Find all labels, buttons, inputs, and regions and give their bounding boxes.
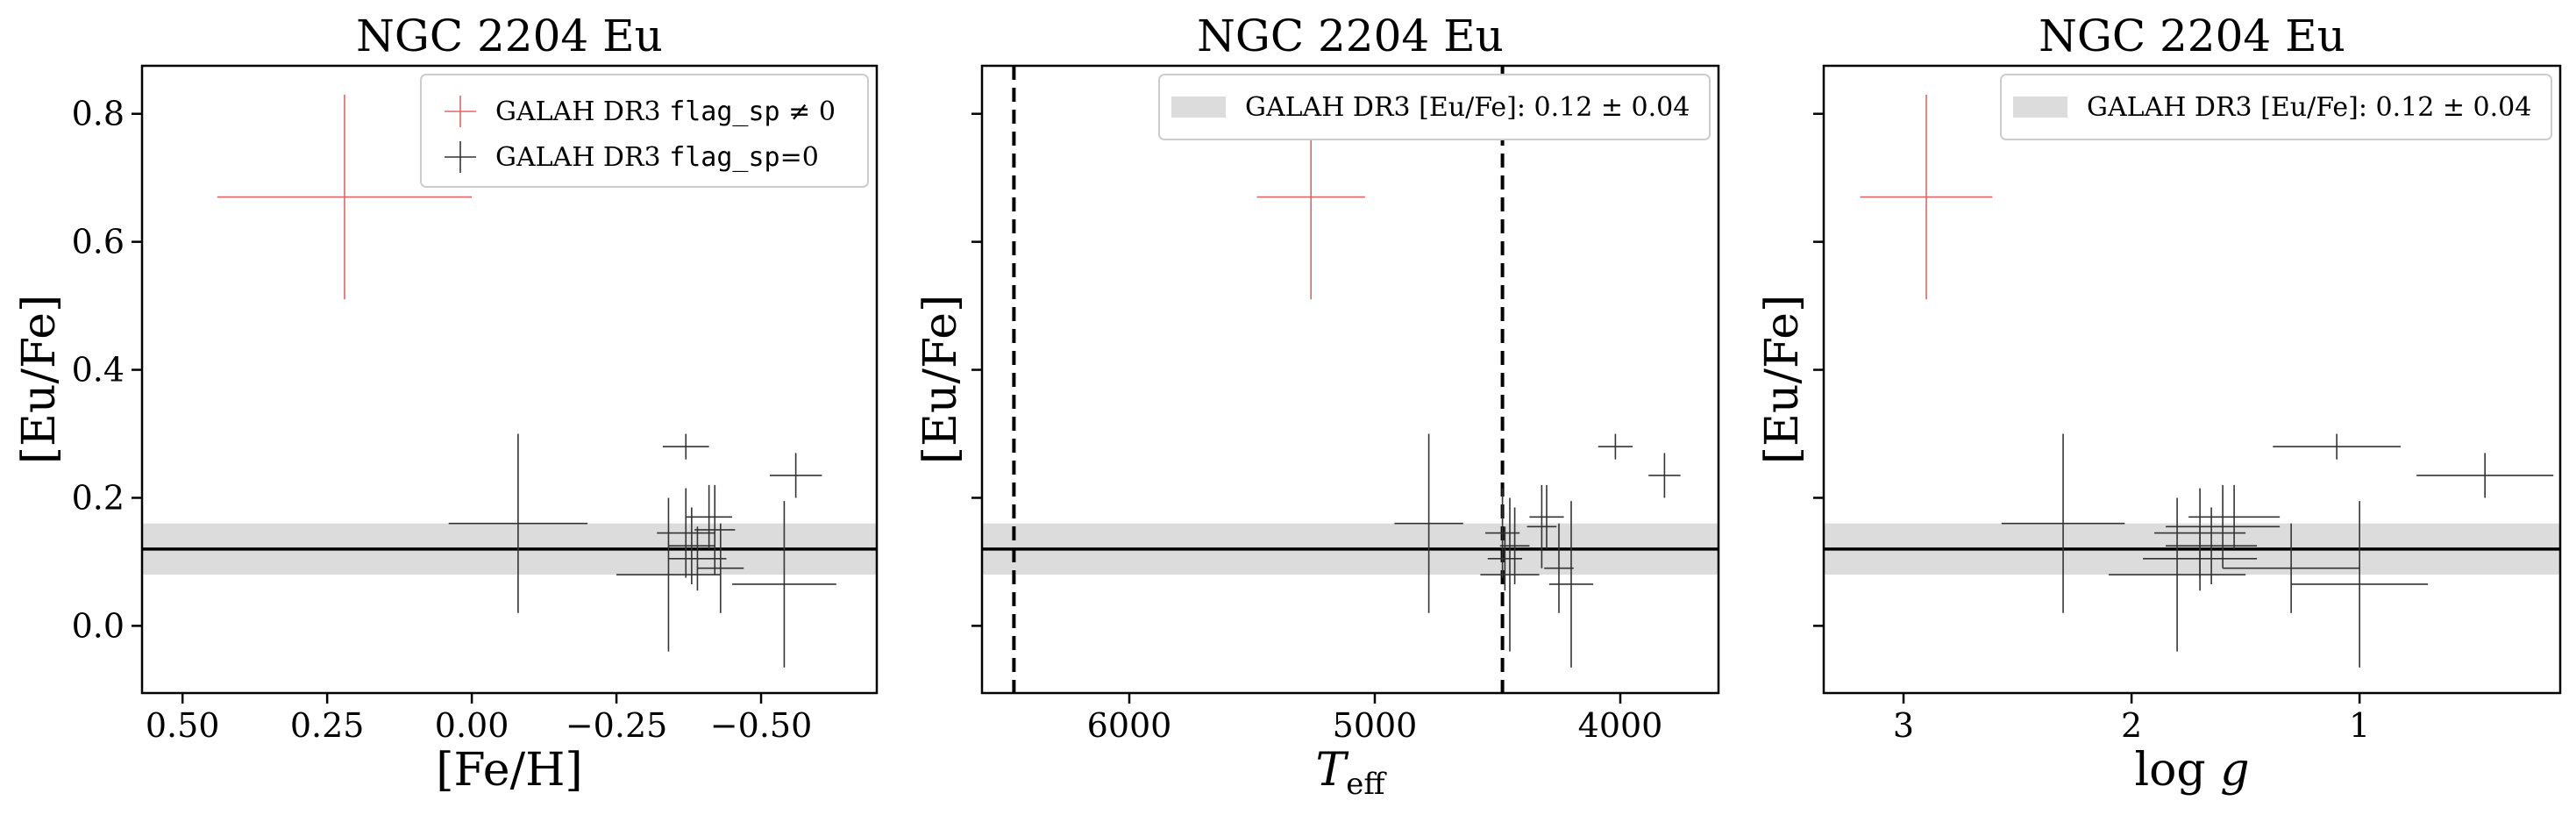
legend-entry: GALAH DR3 [Eu/Fe]: 0.12 ± 0.04: [2087, 92, 2531, 123]
data-point: [769, 453, 822, 498]
data-point: [668, 507, 715, 584]
data-point: [1526, 484, 1557, 568]
x-tick-label: 4000: [1578, 706, 1663, 745]
chart-title: NGC 2204 Eu: [2039, 11, 2345, 61]
x-tick-label: 5000: [1333, 706, 1418, 745]
data-point: [686, 484, 733, 549]
legend-box: [2000, 74, 2552, 140]
legend-band-swatch: [1171, 96, 1226, 118]
axes-frame: [980, 64, 1720, 695]
legend: GALAH DR3 flag_sp ≠ 0 GALAH DR3 flag_sp=0: [420, 74, 869, 188]
data-point: [1860, 94, 1993, 300]
x-tick-label: 3: [1893, 706, 1914, 745]
x-tick-label: 0.50: [146, 706, 220, 745]
legend: GALAH DR3 [Eu/Fe]: 0.12 ± 0.04: [2000, 74, 2552, 140]
series-1: [2001, 433, 2554, 668]
x-tick-label: −0.25: [566, 706, 667, 745]
data-point: [217, 94, 473, 300]
data-point: [694, 484, 736, 575]
data-point: [2223, 523, 2360, 613]
series-0: [1860, 94, 1993, 300]
legend-entry: GALAH DR3 flag_sp=0: [495, 142, 819, 173]
data-point: [662, 433, 709, 460]
series-1: [448, 433, 836, 668]
data-point: [2273, 433, 2401, 460]
x-axis-label: Teff: [1316, 744, 1388, 802]
panel-2: 6000 5000 4000 NGC 2204 Eu Teff [Eu/Fe] GALAH …: [914, 11, 1720, 802]
legend-box: [420, 74, 869, 188]
y-axis-label: [Eu/Fe]: [914, 295, 967, 465]
legend: GALAH DR3 [Eu/Fe]: 0.12 ± 0.04: [1158, 74, 1711, 140]
panel-3: 3 2 1 NGC 2204 Eu log g [Eu/Fe] GALAH DR3 [Eu/…: [1756, 11, 2562, 797]
y-axis-label: [Eu/Fe]: [1756, 295, 1809, 465]
data-point: [2416, 453, 2554, 498]
data-point: [1598, 433, 1633, 460]
y-tick-label: 0.8: [72, 95, 125, 133]
data-point: [732, 501, 836, 668]
data-point: [1648, 453, 1681, 498]
chart-title: NGC 2204 Eu: [1197, 11, 1504, 61]
y-tick-label: 0.4: [72, 351, 125, 390]
y-tick-label: 0.2: [72, 478, 125, 517]
y-tick-label: 0.0: [72, 606, 125, 645]
plot-area: [1824, 94, 2560, 668]
data-point: [616, 497, 721, 652]
data-point: [1485, 488, 1520, 578]
axes-frame: [140, 64, 879, 695]
data-point: [668, 526, 727, 591]
panel-1: 0.50 0.25 0.00 −0.25 −0.50 0.0 0.2 0.4 0.6 0.8 NGC…: [13, 11, 879, 797]
data-point: [1394, 433, 1463, 613]
data-point: [2109, 497, 2246, 652]
x-tick-label: 2: [2121, 706, 2142, 745]
plot-area: [142, 94, 877, 668]
data-point: [448, 433, 588, 613]
series-1: [1394, 433, 1681, 668]
data-point: [1529, 484, 1564, 549]
x-axis-label: [Fe/H]: [436, 744, 582, 797]
data-point: [657, 488, 715, 578]
x-tick-label: 0.25: [290, 706, 365, 745]
data-point: [2001, 433, 2125, 613]
x-tick-label: 6000: [1087, 706, 1172, 745]
legend-entry: GALAH DR3 flag_sp ≠ 0: [495, 96, 836, 127]
x-axis-label: log g: [2134, 744, 2249, 797]
data-point: [1544, 523, 1574, 613]
data-point: [2166, 484, 2281, 568]
chart-title: NGC 2204 Eu: [356, 11, 663, 61]
x-tick-label: 0.00: [435, 706, 509, 745]
axes-frame: [1822, 64, 2562, 695]
data-point: [2166, 507, 2258, 584]
legend-band-swatch: [2013, 96, 2067, 118]
x-tick-label: 1: [2349, 706, 2370, 745]
data-point: [697, 523, 744, 613]
data-point: [1487, 526, 1522, 591]
x-tick-label: −0.50: [710, 706, 812, 745]
y-axis-label: [Eu/Fe]: [13, 295, 66, 465]
data-point: [2291, 501, 2429, 668]
data-point: [2143, 526, 2258, 591]
series-0: [217, 94, 473, 300]
y-tick-label: 0.6: [72, 223, 125, 261]
data-point: [2188, 484, 2281, 549]
data-point: [1480, 497, 1540, 652]
plot-area: [982, 66, 1719, 693]
legend-entry: GALAH DR3 [Eu/Fe]: 0.12 ± 0.04: [1245, 92, 1690, 123]
data-point: [1548, 501, 1594, 668]
legend-box: [1158, 74, 1711, 140]
